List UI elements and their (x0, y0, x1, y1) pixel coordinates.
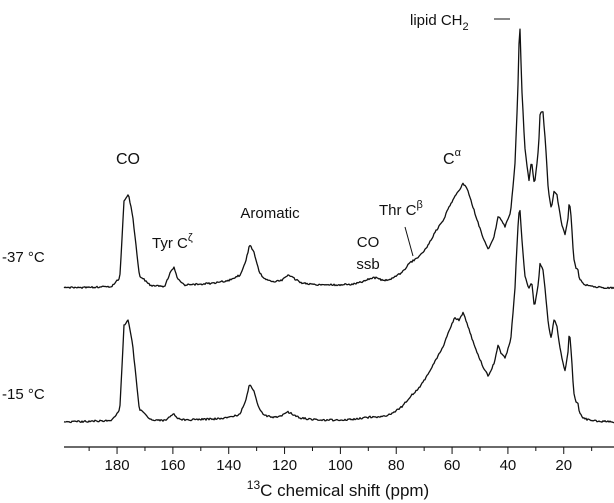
annotation-lipid-text: lipid CH (410, 12, 463, 29)
annotation-lipid: lipid CH2 (410, 12, 469, 33)
x-tick-label: 180 (105, 457, 130, 474)
spectrum-traces (63, 28, 614, 424)
annotation-lipid-sub: 2 (463, 21, 469, 33)
series-label-37: -37 °C (2, 249, 45, 266)
x-axis-title-text: C chemical shift (ppm) (260, 481, 429, 500)
x-tick-label: 80 (388, 457, 405, 474)
annotation-thr: Thr Cβ (379, 199, 423, 219)
x-axis-title: 13C chemical shift (ppm) (247, 478, 429, 500)
x-axis-ticks: 180 160 140 120 100 80 60 40 20 (88, 447, 593, 474)
x-axis: 180 160 140 120 100 80 60 40 20 (64, 446, 614, 474)
x-tick-label: 20 (555, 457, 572, 474)
x-tick-label: 140 (216, 457, 241, 474)
annotation-thr-text: Thr C (379, 202, 417, 219)
x-axis-title-sup: 13 (247, 478, 261, 492)
annotation-tyr-sup: ζ (188, 232, 193, 244)
annotation-calpha-text: C (443, 151, 455, 168)
annotation-aromatic: Aromatic (240, 205, 300, 222)
spectrum-trace-1 (63, 209, 614, 424)
annotation-thr-sup: β (417, 199, 423, 211)
annotation-co: CO (116, 151, 140, 168)
x-tick-label: 120 (272, 457, 297, 474)
x-tick-label: 160 (160, 457, 185, 474)
x-tick-label: 40 (500, 457, 517, 474)
series-label-15: -15 °C (2, 386, 45, 403)
annotation-tyr-text: Tyr C (152, 235, 188, 252)
annotation-co-ssb: CO (357, 234, 380, 251)
x-tick-label: 100 (328, 457, 353, 474)
annotation-calpha: Cα (443, 147, 462, 168)
spectrum-trace-0 (63, 28, 614, 290)
x-tick-label: 60 (444, 457, 461, 474)
annotation-calpha-sup: α (455, 147, 462, 159)
annotation-co-ssb-line2: ssb (356, 256, 379, 273)
annotation-tyr: Tyr Cζ (152, 232, 193, 252)
annotation-thr-leader (404, 226, 414, 257)
